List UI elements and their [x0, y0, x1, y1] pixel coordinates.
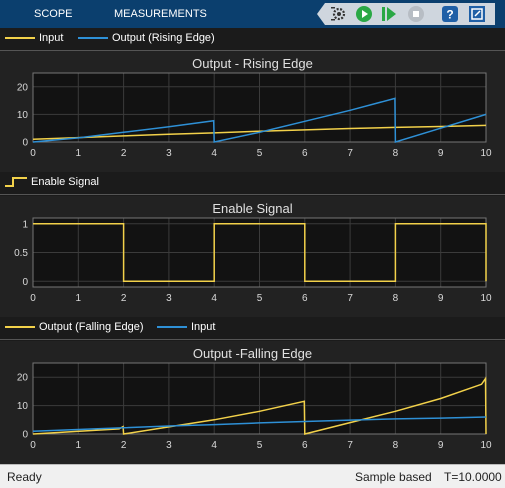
x-tick-label: 1: [76, 148, 82, 159]
legend-rising: Input Output (Rising Edge): [0, 28, 505, 51]
legend-label-output-falling: Output (Falling Edge): [39, 321, 144, 333]
x-tick-label: 4: [211, 148, 217, 159]
legend-label-enable: Enable Signal: [31, 176, 99, 188]
plot-rising[interactable]: 0 1 2 3 4 5 6 7 8 9 10 0 10 20: [0, 51, 505, 172]
series-line-input[interactable]: [32, 124, 487, 140]
status-mode: Sample based: [355, 470, 432, 484]
x-tick-label: 4: [211, 440, 217, 451]
legend-item-output-rising[interactable]: Output (Rising Edge): [78, 32, 215, 44]
legend-swatch-output: [78, 37, 108, 39]
legend-item-enable[interactable]: Enable Signal: [5, 176, 99, 188]
legend-falling: Output (Falling Edge) Input: [0, 317, 505, 340]
x-tick-label: 10: [480, 440, 492, 451]
x-tick-label: 0: [30, 440, 36, 451]
x-tick-label: 2: [121, 148, 127, 159]
axes-panel-enable: Enable Signal 0 1 2 3 4 5 6 7 8 9 10 0 0.5 1: [0, 196, 505, 317]
settings-icon[interactable]: [329, 4, 349, 24]
y-tick-label: 20: [17, 82, 29, 93]
status-bar: Ready Sample based T=10.0000: [0, 464, 505, 488]
series-line-input[interactable]: [32, 416, 487, 432]
y-tick-label: 1: [22, 219, 28, 230]
status-ready: Ready: [7, 470, 42, 484]
x-tick-label: 6: [302, 148, 308, 159]
x-tick-label: 8: [393, 293, 399, 304]
y-tick-label: 0.5: [14, 248, 28, 259]
x-tick-label: 1: [76, 293, 82, 304]
x-tick-label: 2: [121, 293, 127, 304]
y-tick-label: 0: [22, 277, 28, 288]
y-tick-label: 10: [17, 110, 29, 121]
legend-swatch-input-falling: [157, 326, 187, 328]
series-line-output-rising-edge[interactable]: [32, 97, 487, 144]
svg-text:?: ?: [446, 8, 453, 22]
plot-title-rising: Output - Rising Edge: [192, 56, 313, 71]
y-tick-label: 0: [22, 430, 28, 441]
undock-icon[interactable]: [467, 4, 487, 24]
x-tick-label: 5: [257, 293, 263, 304]
x-tick-label: 4: [211, 293, 217, 304]
legend-label-input: Input: [39, 32, 64, 44]
help-icon[interactable]: ?: [440, 4, 460, 24]
legend-label-output-rising: Output (Rising Edge): [112, 32, 215, 44]
step-swatch-icon: [5, 177, 27, 187]
x-tick-label: 10: [480, 293, 492, 304]
y-tick-label: 10: [17, 401, 29, 412]
legend-label-input-falling: Input: [191, 321, 216, 333]
x-tick-label: 3: [166, 440, 172, 451]
x-tick-label: 3: [166, 293, 172, 304]
x-tick-label: 5: [257, 148, 263, 159]
toolstrip: SCOPE MEASUREMENTS ?: [0, 0, 505, 28]
tab-measurements[interactable]: MEASUREMENTS: [114, 8, 207, 20]
legend-item-input-falling[interactable]: Input: [157, 321, 215, 333]
plot-title-falling: Output -Falling Edge: [192, 346, 313, 361]
legend-swatch-input: [5, 37, 35, 39]
y-tick-label: 20: [17, 373, 29, 384]
x-tick-label: 8: [393, 148, 399, 159]
legend-enable: Enable Signal: [0, 172, 505, 195]
axes-panel-falling: Output -Falling Edge 0 1 2 3 4 5 6 7 8 9 10 0 10 20: [0, 341, 505, 464]
stop-icon[interactable]: [406, 4, 426, 24]
step-forward-icon[interactable]: [379, 4, 399, 24]
x-tick-label: 3: [166, 148, 172, 159]
legend-swatch-output-falling: [5, 326, 35, 328]
status-time: T=10.0000: [444, 470, 502, 484]
x-tick-label: 9: [438, 293, 444, 304]
axes-panel-rising: Output - Rising Edge 0 1 2 3 4 5 6 7 8 9 10 0 10 20: [0, 51, 505, 172]
plot-enable[interactable]: 0 1 2 3 4 5 6 7 8 9 10 0 0.5 1: [0, 196, 505, 317]
x-tick-label: 6: [302, 293, 308, 304]
x-tick-label: 7: [347, 440, 353, 451]
plot-title-enable: Enable Signal: [212, 201, 293, 216]
x-tick-label: 10: [480, 148, 492, 159]
x-tick-label: 0: [30, 293, 36, 304]
axes-frame: [32, 72, 487, 143]
legend-item-output-falling[interactable]: Output (Falling Edge): [5, 321, 144, 333]
x-tick-label: 2: [121, 440, 127, 451]
x-tick-label: 7: [347, 148, 353, 159]
x-tick-label: 9: [438, 440, 444, 451]
series-line-enable-signal[interactable]: [33, 223, 487, 283]
tab-scope[interactable]: SCOPE: [34, 8, 73, 20]
x-tick-label: 5: [257, 440, 263, 451]
x-tick-label: 0: [30, 148, 36, 159]
plot-falling[interactable]: 0 1 2 3 4 5 6 7 8 9 10 0 10 20: [0, 341, 505, 464]
x-tick-label: 6: [302, 440, 308, 451]
x-tick-label: 9: [438, 148, 444, 159]
legend-item-input[interactable]: Input: [5, 32, 63, 44]
x-tick-label: 1: [76, 440, 82, 451]
run-icon[interactable]: [354, 4, 374, 24]
x-tick-label: 8: [393, 440, 399, 451]
x-tick-label: 7: [347, 293, 353, 304]
y-tick-label: 0: [22, 138, 28, 149]
series-line-output-falling-edge[interactable]: [32, 376, 487, 435]
